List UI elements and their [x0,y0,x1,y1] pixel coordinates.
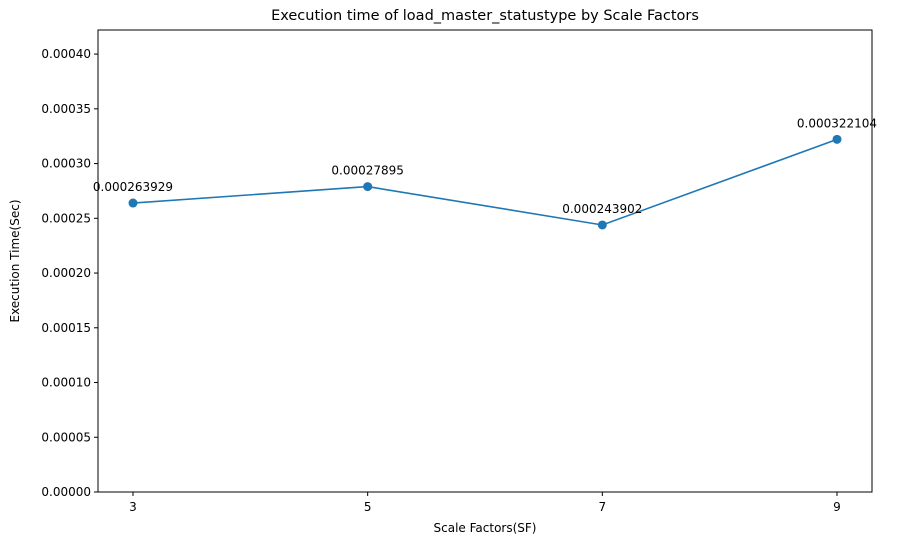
plot-area-frame [97,29,873,493]
y-tick-label: 0.00025 [41,211,91,225]
data-point [597,220,607,230]
data-point [128,198,138,208]
x-tick-label: 7 [599,500,607,514]
data-label: 0.000243902 [562,202,642,216]
y-tick-label: 0.00010 [41,376,91,390]
data-point [363,182,373,192]
series-line [132,138,838,226]
x-tick-label: 3 [129,500,137,514]
y-tick-label: 0.00020 [41,266,91,280]
y-tick-label: 0.00040 [41,47,91,61]
x-tick-label: 9 [833,500,841,514]
y-tick-label: 0.00035 [41,102,91,116]
y-axis-label: Execution Time(Sec) [8,199,22,322]
y-tick-label: 0.00015 [41,321,91,335]
y-axis: 0.00000 0.00005 0.00010 0.00015 0.00020 0.000… [41,47,98,499]
data-label: 0.000263929 [93,180,173,194]
x-axis-label: Scale Factors(SF) [434,521,537,535]
series-layer: 0.000263929 0.00027895 0.000243902 0.000322… [93,116,877,230]
y-tick-label: 0.00000 [41,485,91,499]
chart-title: Execution time of load_master_statustype… [271,8,699,24]
data-label: 0.000322104 [797,116,877,130]
data-label: 0.00027895 [331,164,404,178]
y-tick-label: 0.00030 [41,157,91,171]
y-tick-label: 0.00005 [41,430,91,444]
x-axis: 3 5 7 9 [129,492,841,514]
data-point [832,134,842,144]
x-tick-label: 5 [364,500,372,514]
